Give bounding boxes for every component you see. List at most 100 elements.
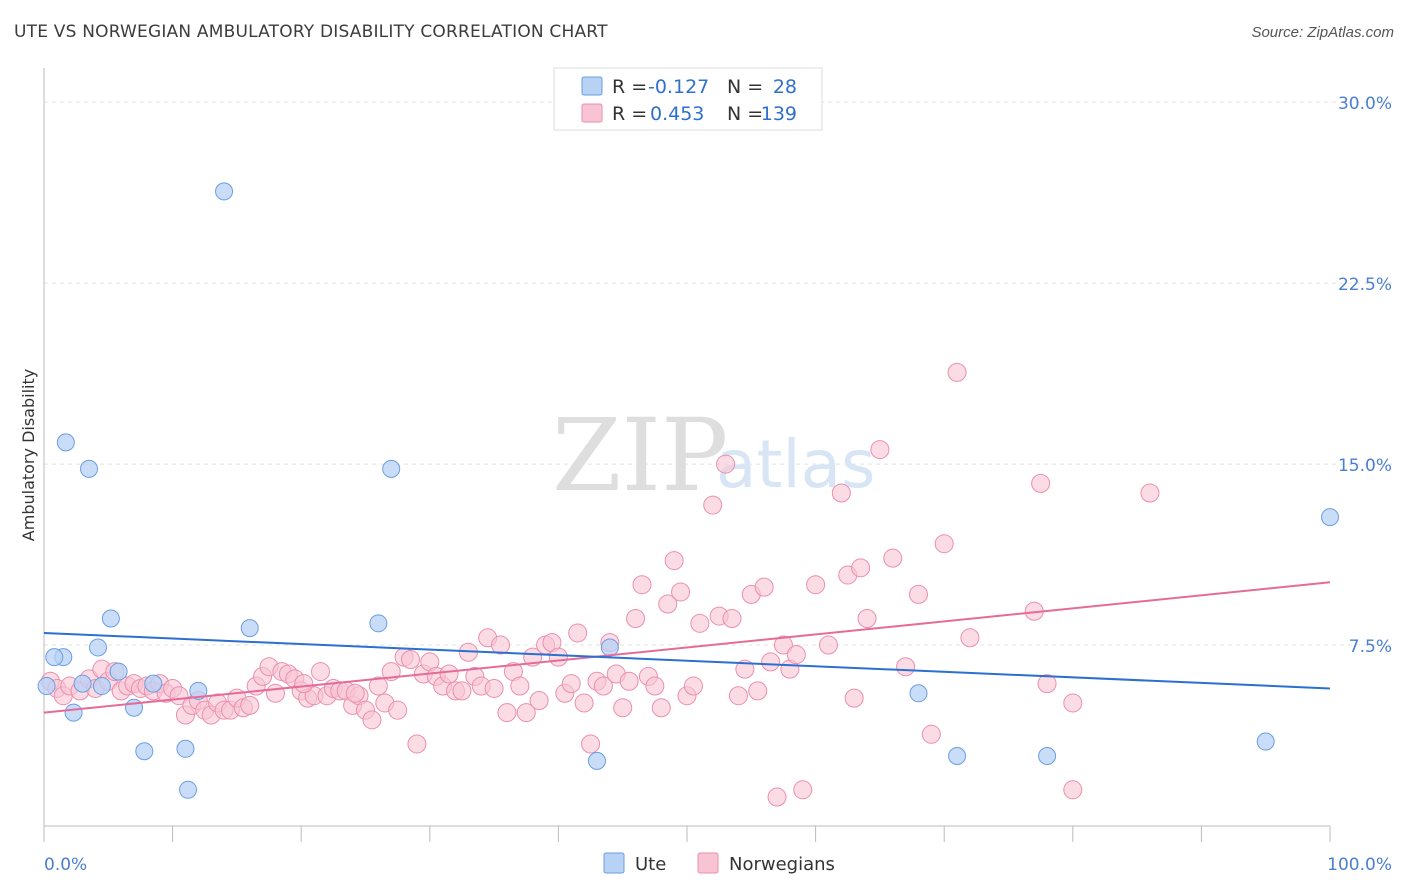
ute-point [135, 742, 154, 761]
ute-point [176, 739, 195, 758]
norwegians-point [452, 681, 472, 701]
norwegians-point [716, 454, 736, 474]
norwegians-point [761, 652, 781, 672]
legend-n-label: N = [727, 76, 763, 98]
ute-point [1256, 732, 1275, 751]
norwegians-point [491, 635, 511, 655]
norwegians-point [773, 635, 793, 655]
bottom-legend-swatch-norwegians [697, 852, 719, 874]
norwegians-point [645, 676, 665, 696]
ute-point [240, 619, 259, 638]
ute-point [909, 684, 928, 703]
norwegians-point [574, 693, 594, 713]
norwegians-point [683, 676, 703, 696]
x-ticks [43, 826, 1331, 842]
norwegians-point [857, 608, 877, 628]
legend: R = -0.127 N = 28 R = 0.453 N = 139 [553, 67, 823, 131]
ute-point [45, 648, 64, 667]
ute-point [600, 638, 619, 657]
legend-n-value: 28 [773, 76, 797, 98]
norwegians-point [407, 734, 427, 754]
norwegians-point [310, 662, 330, 682]
norwegians-point [362, 710, 382, 730]
norwegians-point [619, 671, 639, 691]
ute-point [64, 703, 83, 722]
norwegians-point [1037, 674, 1057, 694]
norwegians-point [593, 676, 613, 696]
watermark-atlas: atlas [716, 426, 876, 503]
legend-r-value: 0.453 [650, 103, 704, 125]
ute-series [37, 182, 1339, 799]
ute-point [109, 662, 128, 681]
norwegians-point [671, 582, 691, 602]
watermark-zip: ZIP [552, 397, 728, 514]
norwegians-point [851, 558, 871, 578]
y-tick-labels: 7.5% 15.0% 22.5% 30.0% [1338, 94, 1392, 657]
ute-point [382, 459, 401, 478]
norwegians-point [735, 659, 755, 679]
norwegians-series [40, 362, 1160, 807]
norwegians-point [883, 548, 903, 568]
norwegians-point [921, 724, 941, 744]
norwegians-point [908, 584, 928, 604]
legend-swatch-ute [581, 76, 603, 96]
ute-point [369, 614, 388, 633]
norwegians-point [947, 362, 967, 382]
norwegians-point [561, 674, 581, 694]
gridlines [44, 101, 1392, 646]
legend-swatch-norwegians [581, 103, 603, 123]
norwegians-point [581, 734, 601, 754]
legend-r-label: R = [612, 103, 647, 125]
ute-point [215, 182, 234, 201]
ute-point [37, 677, 56, 696]
ute-point [80, 459, 99, 478]
ute-point [101, 609, 120, 628]
x-tick-label: 100.0% [1327, 855, 1392, 875]
y-tick-label: 22.5% [1338, 275, 1392, 295]
norwegians-point [388, 700, 408, 720]
norwegians-point [294, 674, 314, 694]
norwegians-point [786, 645, 806, 665]
norwegians-point [722, 608, 742, 628]
norwegians-point [345, 683, 365, 703]
ute-point [189, 681, 208, 700]
ute-point [1038, 747, 1057, 766]
ute-point [144, 674, 163, 693]
bottom-legend-ute: Ute [635, 854, 666, 875]
norwegians-point [748, 681, 768, 701]
norwegians-point [651, 698, 671, 718]
norwegians-point [626, 608, 646, 628]
norwegians-point [510, 676, 530, 696]
legend-n-label: N = [727, 103, 763, 125]
norwegians-point [703, 495, 723, 515]
norwegians-point [484, 678, 504, 698]
norwegians-point [870, 440, 890, 460]
ute-point [948, 747, 967, 766]
y-tick-label: 15.0% [1338, 456, 1392, 476]
ute-trend-line [43, 631, 1331, 690]
ute-point [92, 677, 111, 696]
norwegians-point [568, 623, 588, 643]
norwegians-point [818, 635, 838, 655]
norwegians-point [1063, 693, 1083, 713]
norwegians-point [831, 483, 851, 503]
source-label: Source: ZipAtlas.com [1251, 24, 1394, 41]
y-tick-label: 30.0% [1338, 94, 1392, 114]
norwegians-point [632, 575, 652, 595]
y-axis-label: Ambulatory Disability [19, 369, 38, 541]
norwegians-point [844, 688, 864, 708]
ute-point [73, 674, 92, 693]
norwegians-point [548, 647, 568, 667]
norwegians-point [516, 703, 536, 723]
norwegians-point [658, 594, 678, 614]
norwegians-point [613, 698, 633, 718]
chart-title: UTE VS NORWEGIAN AMBULATORY DISABILITY C… [14, 22, 608, 42]
norwegians-point [1031, 473, 1051, 493]
x-tick-label: 0.0% [44, 855, 87, 875]
norwegians-point [497, 703, 517, 723]
norwegians-point [439, 664, 459, 684]
bottom-legend-swatch-ute [603, 852, 625, 874]
norwegians-point [368, 676, 388, 696]
bottom-legend-norwegians: Norwegians [729, 854, 835, 875]
norwegians-point [523, 647, 543, 667]
